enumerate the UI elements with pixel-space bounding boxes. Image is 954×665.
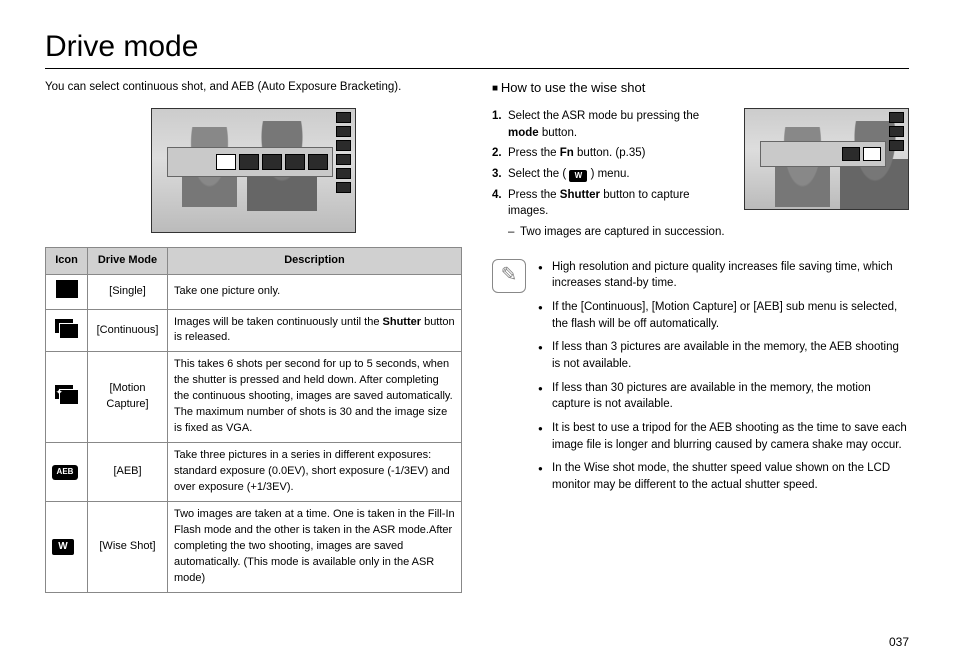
preview-icon-column [887,112,905,206]
mode-label: [AEB] [88,443,168,502]
page-title: Drive mode [45,30,909,69]
intro-text: You can select continuous shot, and AEB … [45,79,462,96]
overlay-icon [889,126,904,137]
notes-list: High resolution and picture quality incr… [538,259,909,501]
strip-icon [239,154,259,170]
camera-preview [151,108,356,233]
overlay-icon [336,154,351,165]
note-item: High resolution and picture quality incr… [538,259,909,292]
preview-container [45,108,462,233]
overlay-icon [889,140,904,151]
step-item: Select the ASR mode bu pressing the mode… [492,108,732,141]
drive-mode-strip [760,141,886,167]
wise-mini-icon: W [569,170,587,182]
col-icon: Icon [46,247,88,274]
page-number: 037 [889,635,909,649]
overlay-icon [336,182,351,193]
left-column: You can select continuous shot, and AEB … [45,79,462,593]
wise-shot-icon: W [52,539,74,555]
overlay-icon [336,168,351,179]
strip-icon [216,154,236,170]
strip-icon [285,154,305,170]
note-icon: ✎ [492,259,526,293]
preview-icon-column [334,112,352,229]
table-row: W [Wise Shot] Two images are taken at a … [46,501,462,592]
mode-desc: Two images are taken at a time. One is t… [168,501,462,592]
table-row: ✦ [Motion Capture] This takes 6 shots pe… [46,352,462,443]
aeb-icon: AEB [52,465,78,480]
overlay-icon [336,140,351,151]
strip-icon [863,147,881,161]
note-item: It is best to use a tripod for the AEB s… [538,420,909,453]
strip-icon [308,154,328,170]
motion-capture-icon: ✦ [54,384,80,404]
continuous-icon [54,318,80,338]
single-icon [56,280,78,298]
step-sub-note: Two images are captured in succession. [508,224,732,241]
col-mode: Drive Mode [88,247,168,274]
mode-desc: This takes 6 shots per second for up to … [168,352,462,443]
mode-label: [Motion Capture] [88,352,168,443]
overlay-icon [336,112,351,123]
mode-label: [Single] [88,274,168,309]
right-column: How to use the wise shot Select the ASR … [492,79,909,593]
mode-label: [Wise Shot] [88,501,168,592]
note-item: In the Wise shot mode, the shutter speed… [538,460,909,493]
col-desc: Description [168,247,462,274]
notes-section: ✎ High resolution and picture quality in… [492,259,909,501]
mode-desc: Images will be taken continuously until … [168,309,462,352]
note-item: If less than 30 pictures are available i… [538,380,909,413]
overlay-icon [889,112,904,123]
mode-desc: Take one picture only. [168,274,462,309]
strip-icon [262,154,282,170]
step-item: Press the Fn button. (p.35) [492,145,732,162]
table-row: [Single] Take one picture only. [46,274,462,309]
drive-mode-strip [167,147,333,177]
steps-list: Select the ASR mode bu pressing the mode… [492,108,732,241]
mode-label: [Continuous] [88,309,168,352]
steps-row: Select the ASR mode bu pressing the mode… [492,108,909,241]
step-item: Press the Shutter button to capture imag… [492,187,732,220]
strip-icon [842,147,860,161]
table-row: AEB [AEB] Take three pictures in a serie… [46,443,462,502]
content-columns: You can select continuous shot, and AEB … [45,79,909,593]
note-item: If the [Continuous], [Motion Capture] or… [538,299,909,332]
mode-desc: Take three pictures in a series in diffe… [168,443,462,502]
step-item: Select the ( W ) menu. [492,166,732,183]
drive-mode-table: Icon Drive Mode Description [Single] Tak… [45,247,462,593]
note-item: If less than 3 pictures are available in… [538,339,909,372]
overlay-icon [336,126,351,137]
wise-shot-heading: How to use the wise shot [492,79,909,98]
table-header-row: Icon Drive Mode Description [46,247,462,274]
table-row: [Continuous] Images will be taken contin… [46,309,462,352]
camera-preview-small [744,108,909,210]
